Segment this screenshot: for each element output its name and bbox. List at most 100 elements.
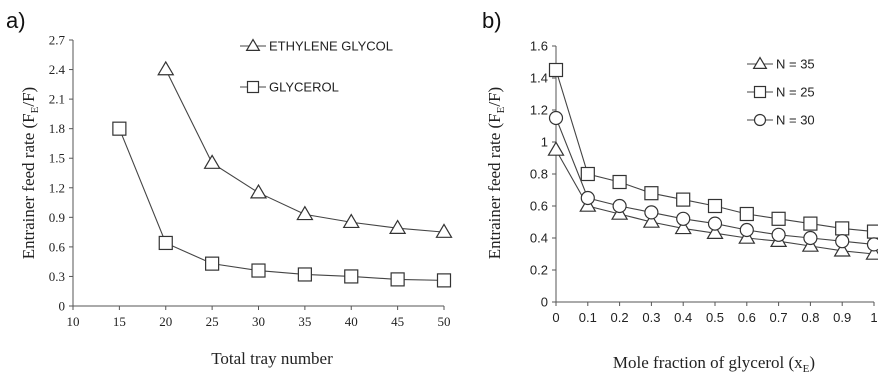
a-x-tick-label: 10 <box>67 314 80 329</box>
b-y-tick-label: 0.2 <box>530 263 548 278</box>
b-y-tick-label: 1 <box>541 135 548 150</box>
b-y-tick-label: 1.2 <box>530 103 548 118</box>
panel-b-legend: N = 35 N = 25 N = 30 <box>747 56 815 128</box>
b-data-point-square <box>644 186 659 201</box>
a-x-tick-label: 20 <box>159 314 172 329</box>
b-data-point-triangle <box>833 241 851 257</box>
b-x-tick-label: 0.9 <box>833 310 851 325</box>
b-data-point-circle <box>803 230 818 246</box>
a-y-tick-label: 0 <box>59 299 66 314</box>
b-data-point-square <box>739 206 754 222</box>
b-x-tick-label: 0.5 <box>706 310 724 325</box>
b-x-tick-label: 0.2 <box>611 310 629 325</box>
b-data-point-circle <box>835 234 850 249</box>
b-data-point-square <box>580 166 595 182</box>
panel-a-legend: ETHYLENE GLYCOL GLYCEROL <box>240 38 393 95</box>
a-y-tick-label: 0.3 <box>49 269 65 284</box>
a-series-line-square <box>118 128 445 281</box>
a-x-tick-label: 50 <box>438 314 451 329</box>
b-data-point-circle <box>771 227 786 242</box>
a-data-point-triangle <box>342 213 360 229</box>
a-y-tick-label: 2.4 <box>49 62 66 77</box>
a-legend-marker <box>246 80 260 94</box>
a-data-point-triangle <box>203 154 221 169</box>
a-legend-marker <box>245 38 261 51</box>
b-data-point-circle <box>612 198 627 214</box>
a-data-point-square <box>297 267 312 282</box>
panel-a: a) 0 0.3 0.6 0.9 1.2 1.5 1.8 2.1 2.4 2.7 10 15 20 25 3… <box>6 8 453 368</box>
panel-b-series <box>547 62 878 260</box>
b-x-tick-label: 0.3 <box>642 310 660 325</box>
panel-b-y-axis-title: Entrainer feed rate (FE/F) <box>485 87 507 259</box>
a-x-tick-label: 15 <box>113 314 126 329</box>
a-data-point-triangle <box>296 205 314 221</box>
a-data-point-triangle <box>157 60 175 76</box>
a-data-point-triangle <box>249 183 268 199</box>
a-x-tick-label: 30 <box>252 314 265 329</box>
a-data-point-square <box>158 235 173 251</box>
a-y-tick-label: 2.1 <box>49 92 65 107</box>
b-x-tick-label: 0.4 <box>674 310 692 325</box>
b-data-point-circle <box>707 216 723 231</box>
a-y-tick-label: 0.9 <box>49 210 65 225</box>
a-data-point-square <box>344 269 359 284</box>
panel-b-label: b) <box>482 8 502 33</box>
b-y-tick-label: 1.6 <box>530 39 548 54</box>
a-y-tick-label: 0.6 <box>49 239 66 254</box>
a-y-tick-label: 2.7 <box>49 33 66 48</box>
a-legend-label: ETHYLENE GLYCOL <box>269 39 393 54</box>
a-data-point-triangle <box>389 219 407 234</box>
b-data-point-square <box>835 221 850 236</box>
b-legend-label: N = 35 <box>776 57 815 72</box>
b-x-tick-label: 0.1 <box>579 310 597 325</box>
b-x-tick-label: 0 <box>552 310 559 325</box>
b-y-tick-label: 0.6 <box>530 199 548 214</box>
a-data-point-triangle <box>435 223 453 238</box>
b-y-tick-label: 0 <box>541 295 548 310</box>
a-x-tick-label: 40 <box>345 314 358 329</box>
b-data-point-circle <box>676 211 691 226</box>
a-y-tick-label: 1.5 <box>49 151 65 166</box>
a-data-point-square <box>205 256 220 271</box>
b-data-point-square <box>771 211 786 226</box>
b-x-tick-label: 1 <box>870 310 877 325</box>
b-legend-label: N = 30 <box>776 113 815 128</box>
panel-b: b) 00.20.40.60.811.21.41.60 0.1 0.2 0.3 0.4 0… <box>482 8 878 373</box>
a-data-point-square <box>112 121 127 136</box>
b-x-tick-label: 0.6 <box>738 310 756 325</box>
b-legend-marker <box>752 56 768 69</box>
b-data-point-square <box>676 192 691 207</box>
b-x-tick-label: 0.8 <box>801 310 819 325</box>
a-data-point-square <box>251 263 266 278</box>
b-legend-marker <box>753 85 767 99</box>
b-y-tick-label: 1.4 <box>530 71 548 86</box>
panel-a-series <box>112 60 453 288</box>
b-data-point-circle <box>548 110 564 126</box>
b-data-point-circle <box>739 222 754 238</box>
b-y-tick-label: 0.4 <box>530 231 548 246</box>
panel-a-label: a) <box>6 8 26 33</box>
a-y-tick-label: 1.8 <box>49 121 65 136</box>
a-x-tick-label: 45 <box>391 314 404 329</box>
a-data-point-square <box>390 272 405 287</box>
panel-a-x-axis-title: Total tray number <box>211 349 333 368</box>
panel-b-ticks: 0 0.2 0.4 0.6 0.8 1 1.2 1.4 1.6 0 0.1 0.2 0.3 0.4 0.5 0… <box>530 39 878 326</box>
a-y-tick-label: 1.2 <box>49 180 65 195</box>
b-legend-label: N = 25 <box>776 85 815 100</box>
b-y-tick-label: 0.8 <box>530 167 548 182</box>
panel-b-x-axis-title: Mole fraction of glycerol (xE) <box>613 353 815 373</box>
b-data-point-triangle <box>547 141 565 156</box>
b-x-tick-label: 0.7 <box>770 310 788 325</box>
b-data-point-triangle <box>674 219 692 235</box>
b-data-point-square <box>612 174 627 190</box>
b-data-point-square <box>803 216 818 231</box>
b-legend-marker <box>753 113 767 127</box>
panel-a-ticks: 0 0.3 0.6 0.9 1.2 1.5 1.8 2.1 2.4 2.7 10 15 20 25 30 35… <box>49 33 451 330</box>
panel-b-axes <box>555 46 874 303</box>
b-data-point-square <box>707 198 723 214</box>
a-data-point-square <box>436 273 452 288</box>
b-data-point-triangle <box>706 224 724 239</box>
panel-a-y-axis-title: Entrainer feed rate (FE/F) <box>19 87 41 259</box>
a-x-tick-label: 25 <box>206 314 219 329</box>
